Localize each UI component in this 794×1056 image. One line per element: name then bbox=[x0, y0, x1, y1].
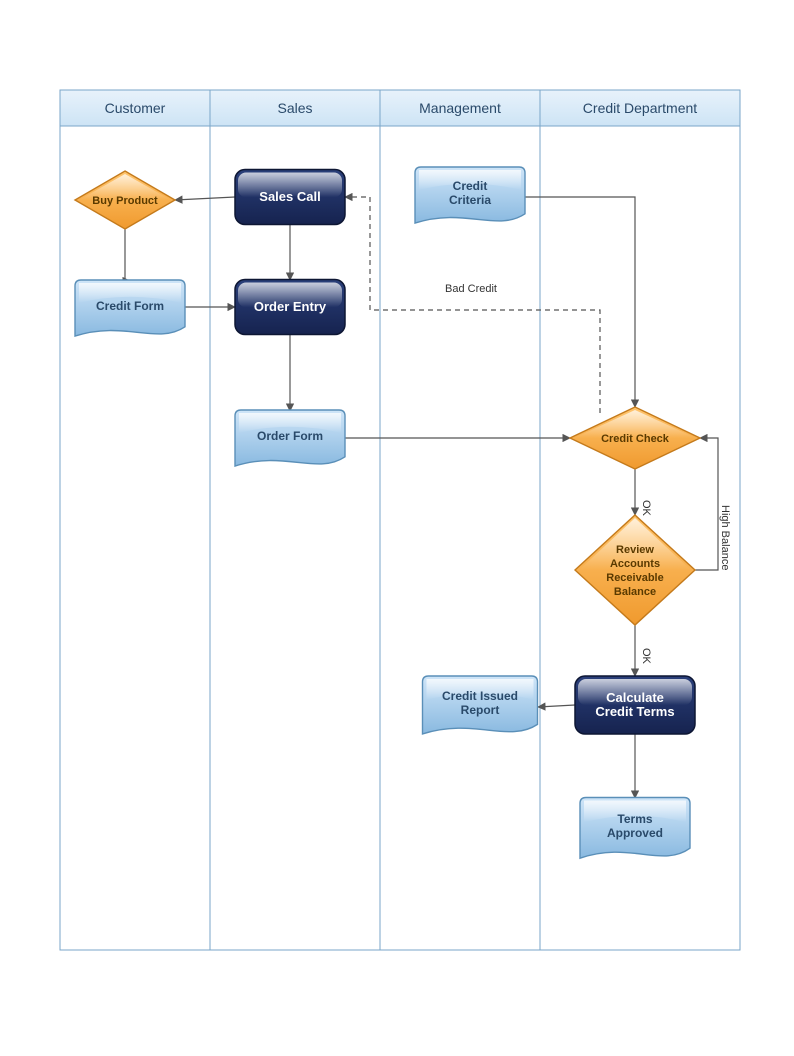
node-label-review_ar-3: Balance bbox=[614, 586, 656, 598]
node-label-calc_terms-1: Credit Terms bbox=[595, 704, 674, 719]
node-label-credit_issued-1: Report bbox=[461, 703, 500, 717]
node-credit_check: Credit Check bbox=[570, 407, 700, 469]
edge-e10 bbox=[538, 705, 575, 707]
node-label-terms_approved-1: Approved bbox=[607, 826, 663, 840]
edge-e12 bbox=[695, 438, 718, 570]
node-label-review_ar-2: Receivable bbox=[606, 572, 663, 584]
node-label-credit_check-0: Credit Check bbox=[601, 433, 670, 445]
node-label-credit_issued-0: Credit Issued bbox=[442, 689, 518, 703]
node-terms_approved: TermsApproved bbox=[580, 798, 690, 859]
node-label-buy_product-0: Buy Product bbox=[92, 195, 158, 207]
node-credit_criteria: CreditCriteria bbox=[415, 167, 525, 223]
lane-body-management bbox=[380, 126, 540, 950]
lane-header-label-credit: Credit Department bbox=[583, 100, 697, 116]
node-credit_issued: Credit IssuedReport bbox=[423, 676, 538, 734]
node-calc_terms: CalculateCredit Terms bbox=[575, 676, 695, 734]
lane-header-label-management: Management bbox=[419, 100, 501, 116]
node-buy_product: Buy Product bbox=[75, 171, 175, 229]
edge-e1 bbox=[175, 197, 235, 200]
edge-label-e8: OK bbox=[640, 500, 652, 517]
node-label-terms_approved-0: Terms bbox=[617, 812, 652, 826]
lane-header-label-sales: Sales bbox=[277, 100, 312, 116]
lane-body-sales bbox=[210, 126, 380, 950]
node-label-review_ar-0: Review bbox=[616, 544, 654, 556]
edge-label-e13: Bad Credit bbox=[445, 283, 497, 295]
node-credit_form: Credit Form bbox=[75, 280, 185, 336]
node-label-credit_criteria-1: Criteria bbox=[449, 193, 491, 207]
node-review_ar: Review Accounts Receivable Balance bbox=[575, 515, 695, 625]
node-label-sales_call-0: Sales Call bbox=[259, 189, 320, 204]
node-label-credit_criteria-0: Credit bbox=[453, 179, 488, 193]
node-label-calc_terms-0: Calculate bbox=[606, 690, 664, 705]
lane-header-label-customer: Customer bbox=[105, 100, 166, 116]
edge-label-e9: OK bbox=[640, 648, 652, 665]
node-label-order_entry-0: Order Entry bbox=[254, 299, 327, 314]
node-label-order_form-0: Order Form bbox=[257, 429, 323, 443]
edge-e2 bbox=[125, 229, 130, 281]
node-sales_call: Sales Call bbox=[235, 170, 345, 225]
node-order_entry: Order Entry bbox=[235, 280, 345, 335]
node-label-review_ar-1: Accounts bbox=[610, 558, 660, 570]
lane-body-customer bbox=[60, 126, 210, 950]
node-label-credit_form-0: Credit Form bbox=[96, 299, 164, 313]
edge-e7 bbox=[525, 197, 635, 407]
node-order_form: Order Form bbox=[235, 410, 345, 466]
edge-label-e12: High Balance bbox=[719, 505, 731, 570]
edge-e13 bbox=[345, 197, 600, 413]
